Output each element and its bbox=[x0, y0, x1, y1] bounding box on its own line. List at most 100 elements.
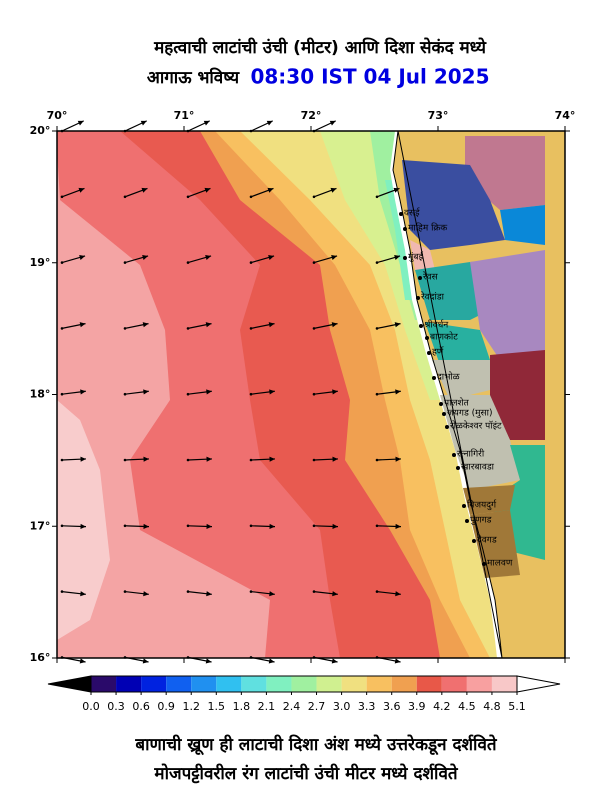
arrow-base bbox=[249, 327, 253, 330]
arrow-head bbox=[80, 591, 86, 597]
place-dot bbox=[465, 519, 469, 523]
arrow-base bbox=[312, 327, 316, 330]
wave-arrow bbox=[312, 187, 337, 199]
arrow-head bbox=[267, 187, 274, 193]
arrow-head bbox=[205, 255, 212, 260]
colorbar-label: 3.6 bbox=[383, 700, 401, 713]
place-label: वसई bbox=[404, 207, 421, 219]
lon-tick-label: 72° bbox=[301, 109, 322, 122]
arrow-head bbox=[268, 322, 275, 328]
wave-arrow bbox=[123, 322, 149, 330]
arrow-head bbox=[330, 187, 337, 193]
wave-arrow bbox=[60, 389, 86, 396]
arrow-base bbox=[312, 195, 316, 199]
arrow-head bbox=[268, 255, 275, 260]
arrow-head bbox=[141, 187, 148, 193]
wave-arrow bbox=[123, 523, 150, 530]
arrow-base bbox=[123, 327, 127, 330]
colorbar-segment bbox=[291, 676, 317, 692]
arrow-head bbox=[77, 120, 84, 126]
place-label: माहिम क्रिक bbox=[408, 222, 448, 234]
arrow-head bbox=[269, 591, 275, 597]
arrow-head bbox=[143, 523, 149, 530]
colorbar-label: 0.3 bbox=[107, 700, 125, 713]
arrow-head bbox=[143, 591, 149, 597]
arrow-head bbox=[79, 255, 86, 260]
wave-arrow bbox=[60, 187, 85, 199]
colorbar-segment bbox=[191, 676, 217, 692]
place-label: खारबावडा bbox=[461, 463, 495, 473]
footer-line-1: बाणाची ख्रूण ही लाटाची दिशा अंश मध्ये उत… bbox=[134, 734, 497, 756]
colorbar-label: 1.8 bbox=[233, 700, 251, 713]
arrow-base bbox=[60, 524, 64, 528]
arrow-base bbox=[249, 590, 253, 593]
colorbar-label: 4.5 bbox=[458, 700, 476, 713]
title: महत्वाची लाटांची उंची (मीटर) आणि दिशा से… bbox=[153, 37, 487, 58]
arrow-head bbox=[204, 187, 211, 193]
datetime: 08:30 IST 04 Jul 2025 bbox=[250, 65, 489, 89]
place-dot bbox=[439, 402, 443, 406]
wave-arrow bbox=[375, 322, 401, 330]
arrow-head bbox=[80, 456, 86, 462]
arrow-base bbox=[375, 195, 379, 199]
wave-arrow bbox=[375, 523, 402, 530]
wave-arrow bbox=[123, 590, 149, 597]
colorbar-label: 0.9 bbox=[157, 700, 175, 713]
colorbar-label: 1.5 bbox=[208, 700, 226, 713]
arrow-head bbox=[331, 322, 338, 328]
arrow-head bbox=[395, 456, 401, 462]
colorbar-segment bbox=[341, 676, 367, 692]
arrow-head bbox=[393, 187, 400, 193]
lat-tick-label: 16° bbox=[30, 651, 51, 664]
wave-arrow bbox=[249, 456, 276, 462]
colorbar-segment bbox=[91, 676, 117, 692]
arrow-head bbox=[142, 658, 149, 664]
colorbar-label: 3.3 bbox=[358, 700, 376, 713]
arrow-head bbox=[269, 523, 275, 530]
wave-arrow bbox=[249, 322, 275, 330]
arrow-base bbox=[249, 524, 253, 528]
colorbar-frame bbox=[90, 675, 518, 693]
place-label: जयगड (मुसा) bbox=[447, 409, 492, 419]
arrow-base bbox=[375, 392, 379, 396]
wave-arrow bbox=[375, 389, 401, 396]
arrow-head bbox=[79, 322, 86, 328]
colorbar-segment bbox=[366, 676, 392, 692]
lat-tick-label: 19° bbox=[30, 256, 51, 269]
arrow-base bbox=[123, 195, 127, 199]
place-dot bbox=[442, 412, 446, 416]
land bbox=[392, 130, 565, 659]
place-label: रोळकेश्वर पॉइंट bbox=[450, 420, 502, 432]
arrow-head bbox=[143, 389, 149, 395]
wave-arrow bbox=[123, 456, 150, 462]
arrow-head bbox=[331, 255, 338, 260]
place-dot bbox=[425, 336, 429, 340]
colorbar-label: 0.6 bbox=[132, 700, 150, 713]
place-dot bbox=[462, 504, 466, 508]
lon-tick-label: 71° bbox=[174, 109, 195, 122]
arrow-head bbox=[332, 456, 338, 462]
arrow-head bbox=[332, 389, 338, 395]
wave-arrows bbox=[60, 120, 402, 664]
arrow-base bbox=[60, 392, 64, 396]
colorbar-segment bbox=[266, 676, 292, 692]
place-dot bbox=[452, 453, 456, 457]
lon-tick-label: 70° bbox=[47, 109, 68, 122]
arrow-head bbox=[395, 523, 401, 530]
arrow-base bbox=[123, 590, 127, 593]
lon-tick-label: 73° bbox=[428, 109, 449, 122]
arrow-head bbox=[205, 658, 212, 664]
wave-arrow bbox=[375, 187, 400, 199]
place-dot bbox=[419, 324, 423, 328]
arrow-head bbox=[394, 255, 401, 260]
place-label: मुंबई bbox=[408, 251, 424, 263]
arrow-base bbox=[375, 327, 379, 330]
arrow-base bbox=[375, 261, 379, 264]
arrow-head bbox=[395, 591, 401, 597]
place-label: हर्णे bbox=[432, 346, 444, 358]
colorbar-segment bbox=[241, 676, 267, 692]
lat-tick-label: 18° bbox=[30, 388, 51, 401]
colorbar-segment bbox=[116, 676, 142, 692]
colorbar-segment bbox=[316, 676, 342, 692]
place-label: बाणकोट bbox=[430, 331, 458, 343]
